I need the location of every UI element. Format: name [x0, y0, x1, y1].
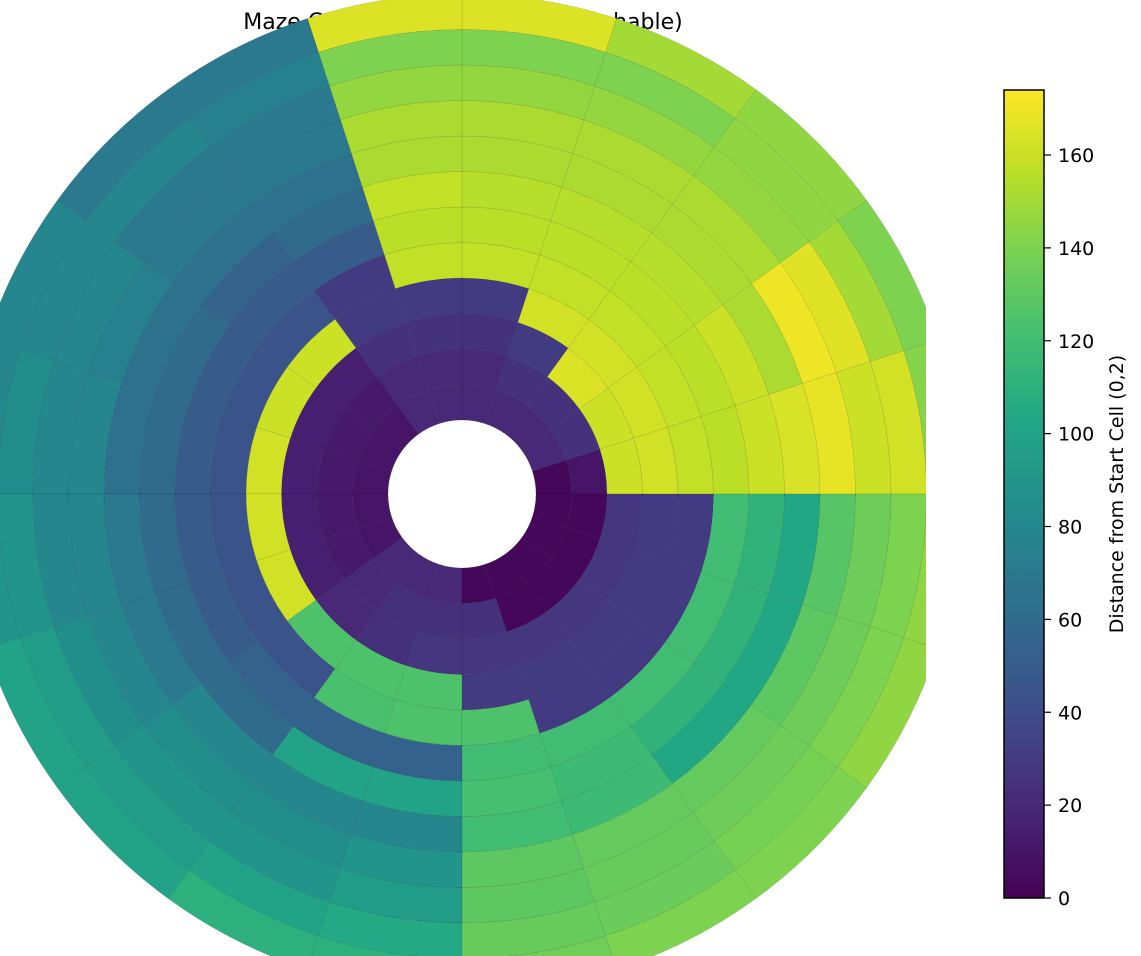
colorbar-tick-label: 40 [1058, 702, 1082, 724]
maze-cell [351, 135, 463, 188]
maze-cell [323, 527, 374, 580]
maze-cell [290, 387, 346, 450]
maze-cell [372, 206, 463, 256]
maze-cell [722, 283, 803, 395]
maze-cell [539, 220, 632, 291]
maze-cell [561, 754, 673, 835]
colorbar-tick-label: 80 [1058, 517, 1082, 539]
maze-cell [594, 840, 736, 937]
maze-cell [665, 571, 736, 664]
maze-cell [311, 935, 417, 956]
maze-cell [561, 153, 673, 234]
maze-cells [0, 0, 926, 956]
colorbar-label: Distance from Start Cell (0,2) [1106, 355, 1128, 633]
maze-cell [802, 493, 856, 616]
maze-cell [315, 578, 378, 641]
maze-cell [903, 508, 926, 646]
colorbar-tick-label: 60 [1058, 609, 1082, 631]
maze-cell [376, 582, 429, 633]
maze-cell [609, 261, 695, 347]
maze-cell [323, 408, 374, 461]
maze-cell [281, 493, 325, 551]
maze-cell [599, 493, 643, 551]
maze-cell [229, 261, 315, 347]
colorbar-tick-label: 0 [1058, 888, 1070, 910]
colorbar-tick-label: 120 [1058, 331, 1094, 353]
colorbar-tick-label: 160 [1058, 145, 1094, 167]
polar-maze-plot [0, 0, 926, 956]
colorbar-gradient [1003, 89, 1045, 899]
maze-cell [495, 355, 548, 406]
maze-cell [461, 631, 519, 675]
maze-cell [869, 350, 926, 495]
maze-cell [722, 593, 803, 705]
maze-cell [700, 493, 750, 584]
maze-cell [355, 322, 418, 378]
maze-cell [290, 538, 346, 601]
maze-cell [546, 578, 609, 641]
colorbar-tick-label: 140 [1058, 238, 1094, 260]
maze-cell [19, 626, 116, 768]
maze-cell [532, 493, 572, 529]
maze-cell [344, 558, 398, 612]
maze-cell [768, 493, 821, 605]
maze-cell [355, 610, 418, 666]
colorbar-tick-label: 20 [1058, 795, 1082, 817]
maze-cell [700, 404, 750, 495]
maze-cell [835, 493, 892, 627]
maze-cell [734, 493, 785, 594]
maze-cell [318, 29, 463, 87]
colorbar-ticks: 0 20 40 60 80 100 120 140 160 [1044, 145, 1094, 910]
maze-cell [565, 493, 608, 540]
maze-cell [869, 493, 926, 638]
colorbar-tick-label: 100 [1058, 424, 1094, 446]
maze-cell [768, 383, 821, 495]
maze-cell [0, 343, 21, 449]
maze-cell [539, 697, 632, 768]
maze-cell [665, 324, 736, 417]
maze-cell [344, 376, 398, 430]
